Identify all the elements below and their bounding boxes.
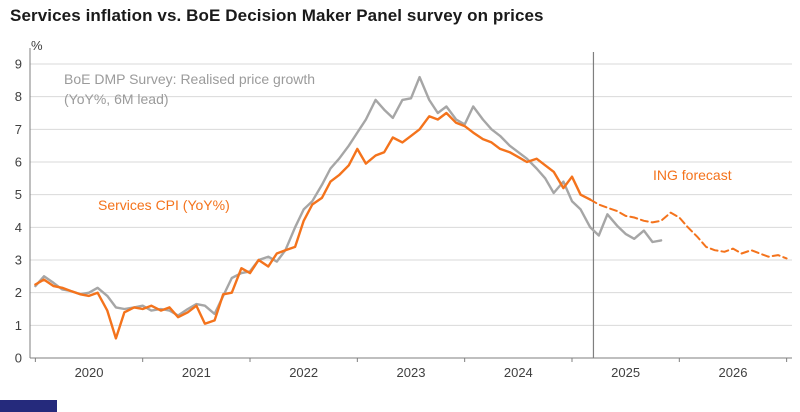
y-tick-label: 1 [15,318,22,333]
series-line-forecast [589,198,788,260]
x-tick-label: 2023 [397,365,426,380]
x-tick-label: 2024 [504,365,533,380]
footer-brand-bar [0,400,57,412]
y-tick-label: 3 [15,253,22,268]
y-tick-label: 2 [15,285,22,300]
y-tick-label: 8 [15,89,22,104]
y-tick-label: 9 [15,57,22,72]
annotation-services-cpi: Services CPI (YoY%) [98,197,230,213]
annotation-ing-forecast: ING forecast [653,167,732,183]
chart-title: Services inflation vs. BoE Decision Make… [10,6,544,25]
y-axis-unit-label: % [31,38,43,53]
x-tick-label: 2026 [719,365,748,380]
y-tick-label: 6 [15,155,22,170]
x-tick-label: 2022 [289,365,318,380]
y-tick-label: 7 [15,122,22,137]
y-tick-label: 5 [15,187,22,202]
series-line-dmp-survey [34,75,663,317]
y-tick-label: 4 [15,220,22,235]
x-tick-label: 2021 [182,365,211,380]
series-line-services-cpi [34,111,592,340]
x-tick-label: 2020 [75,365,104,380]
line-chart: 0 1 2 3 4 5 6 7 8 9 2020 2021 2022 2023 2024 2025 2026 [15,48,792,380]
x-tick-label: 2025 [611,365,640,380]
annotation-dmp-survey: BoE DMP Survey: Realised price growth (Y… [64,71,316,107]
y-tick-label: 0 [15,351,22,366]
